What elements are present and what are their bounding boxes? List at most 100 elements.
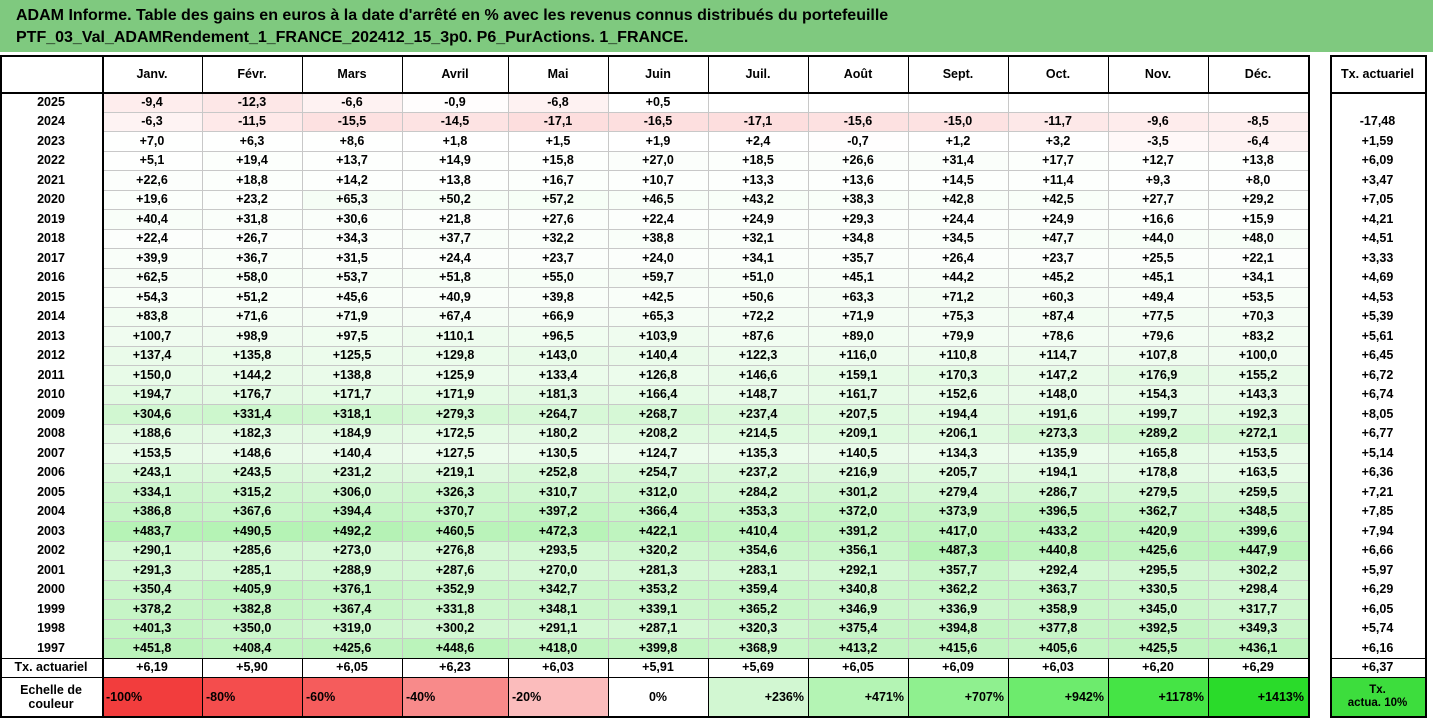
gain-cell: +171,7 [302, 384, 402, 404]
legend-swatch-label: 0% [648, 689, 668, 704]
gain-value: +171,7 [332, 387, 372, 402]
gain-value: +370,7 [435, 504, 475, 519]
year-cell: 2014 [0, 306, 102, 326]
gain-value: +216,9 [838, 465, 878, 480]
gain-value: +425,6 [332, 640, 372, 655]
footer-rate-value: +6,05 [336, 660, 368, 674]
gain-value: +415,6 [938, 640, 978, 655]
gain-value: +13,3 [742, 172, 774, 187]
gain-value: +87,6 [742, 328, 774, 343]
gain-value: +290,1 [132, 543, 172, 558]
gain-value: +176,7 [232, 387, 272, 402]
rate-cell: +6,29 [1330, 579, 1425, 599]
year-label: 2001 [37, 562, 65, 577]
gain-value: +23,7 [1042, 250, 1074, 265]
gain-cell: +135,9 [1008, 443, 1108, 463]
gain-cell: +279,4 [908, 482, 1008, 502]
gain-cell: +96,5 [508, 326, 608, 346]
gain-cell: +30,6 [302, 209, 402, 229]
gain-value: +22,1 [1242, 250, 1274, 265]
gain-cell: +140,4 [608, 345, 708, 365]
gain-cell: +194,4 [908, 404, 1008, 424]
gain-cell: +304,6 [102, 404, 202, 424]
gain-cell: +25,5 [1108, 248, 1208, 268]
month-header-label: Juil. [745, 66, 771, 81]
gain-value: +285,6 [232, 543, 272, 558]
gain-value: +180,2 [538, 426, 578, 441]
gain-value: +45,6 [336, 289, 368, 304]
gain-value: +34,3 [336, 231, 368, 246]
gain-value: +42,8 [942, 192, 974, 207]
gain-cell: +342,7 [508, 579, 608, 599]
gain-value: +127,5 [435, 445, 475, 460]
gain-cell: +34,1 [708, 248, 808, 268]
gain-value: +5,1 [139, 153, 165, 168]
gain-cell: +27,6 [508, 209, 608, 229]
gain-cell: +237,4 [708, 404, 808, 424]
footer-rate-cell: +5,90 [202, 657, 302, 677]
gain-cell: +318,1 [302, 404, 402, 424]
gain-value: +1,8 [442, 133, 468, 148]
gain-cell: +45,1 [808, 267, 908, 287]
month-header: Août [808, 55, 908, 92]
gain-cell: +413,2 [808, 638, 908, 658]
gain-value: +330,5 [1138, 582, 1178, 597]
rate-value: +6,05 [1361, 601, 1394, 616]
gain-value: +45,1 [1142, 270, 1174, 285]
gain-cell: +31,5 [302, 248, 402, 268]
footer-rate-value: +5,90 [236, 660, 268, 674]
gain-cell: +171,9 [402, 384, 508, 404]
gain-value: +39,8 [542, 289, 574, 304]
gain-cell: -11,5 [202, 111, 302, 131]
gain-value: +301,2 [838, 484, 878, 499]
gain-value: +14,5 [942, 172, 974, 187]
gain-cell: +71,9 [302, 306, 402, 326]
gain-value: +7,0 [139, 133, 165, 148]
gain-value: +6,3 [239, 133, 265, 148]
gain-cell: +66,9 [508, 306, 608, 326]
gain-value: -0,7 [847, 133, 869, 148]
year-label: 2018 [37, 231, 65, 246]
gain-value: +75,3 [942, 309, 974, 324]
rate-value: +7,94 [1361, 523, 1394, 538]
gain-value: +146,6 [738, 367, 778, 382]
month-header-label: Févr. [237, 66, 267, 81]
year-cell: 2022 [0, 150, 102, 170]
rate-value: +4,69 [1361, 270, 1394, 285]
year-cell: 2005 [0, 482, 102, 502]
gain-value: +348,1 [538, 601, 578, 616]
gain-cell: +83,8 [102, 306, 202, 326]
gain-cell: +50,2 [402, 189, 508, 209]
gain-cell: +273,3 [1008, 423, 1108, 443]
gain-value: +254,7 [638, 465, 678, 480]
gain-value: +24,9 [1042, 211, 1074, 226]
year-label: 2012 [37, 348, 65, 363]
gain-cell: +6,3 [202, 131, 302, 151]
rate-cell: +5,97 [1330, 560, 1425, 580]
gain-value: +425,6 [1138, 543, 1178, 558]
gain-cell [908, 92, 1008, 112]
gain-cell: +97,5 [302, 326, 402, 346]
gain-value: +77,5 [1142, 309, 1174, 324]
gain-value: +22,4 [136, 231, 168, 246]
gain-value: +137,4 [132, 348, 172, 363]
gain-cell: +124,7 [608, 443, 708, 463]
gain-cell: +107,8 [1108, 345, 1208, 365]
gain-cell: +433,2 [1008, 521, 1108, 541]
gain-cell: -8,5 [1208, 111, 1308, 131]
gain-value: +79,9 [942, 328, 974, 343]
gain-cell: +26,4 [908, 248, 1008, 268]
gain-value: +27,0 [642, 153, 674, 168]
month-header: Oct. [1008, 55, 1108, 92]
gain-cell [1008, 92, 1108, 112]
gain-cell: +252,8 [508, 462, 608, 482]
gain-cell: +22,1 [1208, 248, 1308, 268]
gain-value: +273,0 [332, 543, 372, 558]
gain-cell: +38,3 [808, 189, 908, 209]
year-label: 2021 [37, 172, 65, 187]
gain-cell: +279,5 [1108, 482, 1208, 502]
gain-value: +50,6 [742, 289, 774, 304]
gain-value: +148,0 [1038, 387, 1078, 402]
gain-cell: +310,7 [508, 482, 608, 502]
gain-value: +140,4 [332, 445, 372, 460]
